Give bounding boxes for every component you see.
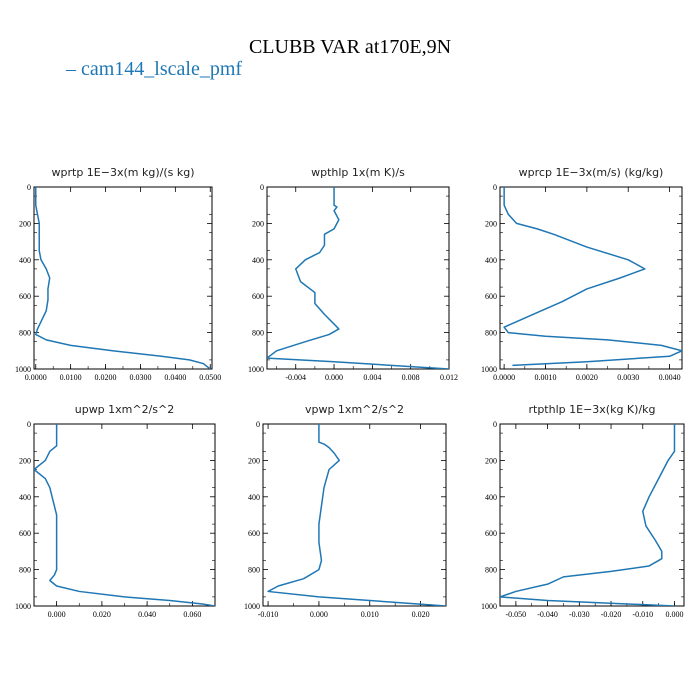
x-tick-label: 0.0020	[576, 373, 598, 382]
x-tick-label: -0.050	[506, 610, 527, 619]
x-tick-label: 0.020	[412, 610, 430, 619]
y-tick-label: 800	[19, 329, 31, 338]
x-tick-label: 0.000	[665, 610, 683, 619]
chart-title: wprcp 1E−3x(m/s) (kg/kg)	[519, 166, 664, 179]
y-tick-label: 800	[19, 566, 31, 575]
plot-frame	[33, 186, 213, 370]
y-tick-label: 800	[248, 566, 260, 575]
chart-title: vpwp 1xm^2/s^2	[305, 403, 404, 416]
x-tick-label: 0.004	[363, 373, 381, 382]
plot-frame	[499, 186, 683, 370]
y-tick-label: 200	[19, 219, 31, 228]
y-tick-label: 400	[485, 256, 497, 265]
y-tick-label: 400	[19, 256, 31, 265]
chart-panel-1: wprtp 1E−3x(m kg)/(s kg) 0 200 400 600 800 100…	[15, 166, 221, 382]
x-tick-label: 0.0010	[535, 373, 557, 382]
series-line	[503, 187, 682, 367]
x-tick-label: -0.020	[601, 610, 622, 619]
y-tick-label: 200	[252, 219, 264, 228]
x-tick-label: 0.000	[325, 373, 343, 382]
y-tick-label: 200	[248, 456, 260, 465]
chart-title: rtpthlp 1E−3x(kg K)/kg	[528, 403, 655, 416]
y-tick-label: 400	[248, 493, 260, 502]
y-tick-label: 0	[27, 183, 31, 192]
x-tick-label: 0.010	[361, 610, 379, 619]
plot-frame	[262, 423, 447, 607]
y-tick-label: 200	[19, 456, 31, 465]
y-tick-label: 600	[19, 529, 31, 538]
chart-title: wprtp 1E−3x(m kg)/(s kg)	[52, 166, 195, 179]
y-tick-label: 1000	[248, 365, 264, 374]
y-tick-label: 0	[256, 420, 260, 429]
series-line	[500, 424, 676, 606]
x-tick-label: -0.004	[285, 373, 306, 382]
x-tick-label: 0.060	[183, 610, 201, 619]
y-tick-label: 600	[485, 292, 497, 301]
y-tick-label: 1000	[244, 602, 260, 611]
y-tick-label: 600	[485, 529, 497, 538]
legend: – cam144_lscale_pmf	[66, 58, 242, 81]
y-tick-label: 1000	[481, 602, 497, 611]
series-line	[35, 187, 211, 369]
x-tick-label: 0.0030	[617, 373, 639, 382]
series-line	[267, 424, 446, 606]
x-tick-label: -0.040	[537, 610, 558, 619]
chart-panel-2: wpthlp 1x(m K)/s 0 200 400 600 800 1000 -0.004 0…	[248, 166, 458, 382]
x-tick-label: 0.0040	[659, 373, 681, 382]
y-tick-label: 0	[260, 183, 264, 192]
y-tick-label: 400	[252, 256, 264, 265]
y-tick-label: 200	[485, 219, 497, 228]
x-tick-label: 0.040	[138, 610, 156, 619]
y-tick-label: 0	[493, 420, 497, 429]
x-tick-label: 0.0100	[60, 373, 82, 382]
y-tick-label: 600	[252, 292, 264, 301]
legend-label: cam144_lscale_pmf	[81, 58, 243, 80]
y-tick-label: 400	[485, 493, 497, 502]
y-tick-label: 1000	[481, 365, 497, 374]
x-tick-label: 0.000	[310, 610, 328, 619]
x-tick-label: 0.0200	[95, 373, 117, 382]
plot-frame	[33, 423, 216, 607]
series-line	[34, 424, 215, 606]
page-title: CLUBB VAR at170E,9N	[248, 36, 452, 58]
x-tick-label: 0.008	[402, 373, 420, 382]
chart-title: upwp 1xm^2/s^2	[75, 403, 175, 416]
chart-title: wpthlp 1x(m K)/s	[311, 166, 405, 179]
x-tick-label: 0.012	[440, 373, 458, 382]
y-tick-label: 200	[485, 456, 497, 465]
x-tick-label: -0.030	[569, 610, 590, 619]
y-tick-label: 600	[248, 529, 260, 538]
series-line	[267, 187, 449, 369]
x-tick-label: 0.0300	[129, 373, 151, 382]
x-tick-label: 0.0400	[164, 373, 186, 382]
x-tick-label: 0.0000	[25, 373, 47, 382]
x-tick-label: 0.0000	[493, 373, 515, 382]
y-tick-label: 800	[252, 329, 264, 338]
y-tick-label: 800	[485, 566, 497, 575]
y-tick-label: 1000	[15, 602, 31, 611]
x-tick-label: 0.020	[93, 610, 111, 619]
legend-marker: –	[66, 58, 76, 80]
y-tick-label: 800	[485, 329, 497, 338]
chart-panel-4: upwp 1xm^2/s^2 0 200 400 600 800 1000 0.000 0.02…	[15, 403, 216, 619]
y-tick-label: 0	[27, 420, 31, 429]
y-tick-label: 400	[19, 493, 31, 502]
x-tick-label: -0.010	[258, 610, 279, 619]
x-tick-label: 0.000	[48, 610, 66, 619]
y-tick-label: 600	[19, 292, 31, 301]
plot-frame	[266, 186, 450, 370]
chart-panel-3: wprcp 1E−3x(m/s) (kg/kg) 0 200 400 600 800 100…	[481, 166, 683, 382]
y-tick-label: 1000	[15, 365, 31, 374]
x-tick-label: 0.0500	[199, 373, 221, 382]
plot-frame	[499, 423, 685, 607]
y-tick-label: 0	[493, 183, 497, 192]
chart-panel-6: rtpthlp 1E−3x(kg K)/kg02004006008001000-…	[481, 403, 685, 619]
x-tick-label: -0.010	[632, 610, 653, 619]
chart-panel-5: vpwp 1xm^2/s^2 0 200 400 600 800 1000-0.010 0.0…	[244, 403, 447, 619]
